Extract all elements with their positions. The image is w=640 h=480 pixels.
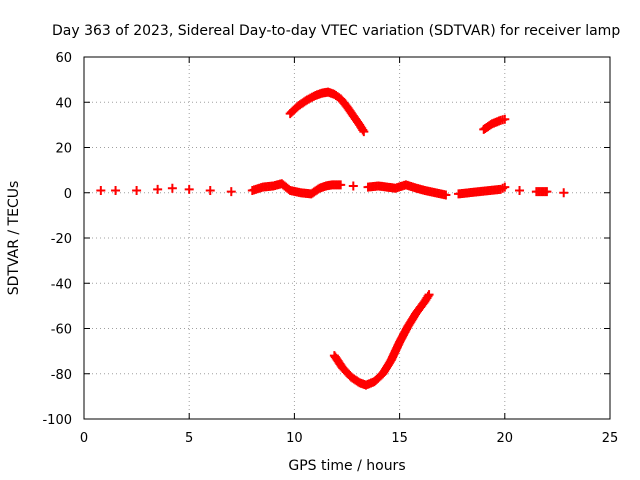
x-axis-label: GPS time / hours — [288, 458, 405, 474]
data-point — [96, 185, 106, 195]
data-point — [167, 183, 177, 193]
series-1 — [285, 87, 369, 137]
series-0 — [96, 179, 569, 200]
y-tick-label: 20 — [55, 142, 72, 157]
y-tick-label: -40 — [51, 277, 72, 292]
data-point — [111, 185, 121, 195]
y-tick-label: -60 — [51, 323, 72, 338]
data-point — [424, 290, 434, 300]
data-point — [423, 291, 433, 301]
x-tick-label: 10 — [286, 431, 303, 446]
data-point — [153, 184, 163, 194]
data-point — [359, 127, 369, 137]
x-tick-label: 25 — [602, 431, 619, 446]
data-point — [348, 181, 358, 191]
data-point — [184, 184, 194, 194]
y-tick-label: 60 — [55, 51, 72, 66]
x-tick-label: 15 — [391, 431, 408, 446]
data-point — [559, 188, 569, 198]
x-tick-label: 0 — [80, 431, 88, 446]
chart-title: Day 363 of 2023, Sidereal Day-to-day VTE… — [52, 23, 620, 39]
data-point — [500, 182, 510, 192]
data-point — [515, 185, 525, 195]
series-3 — [329, 290, 434, 390]
data-point — [226, 187, 236, 197]
y-tick-label: 40 — [55, 96, 72, 111]
y-tick-label: -80 — [51, 368, 72, 383]
data-point — [500, 114, 510, 124]
y-tick-label: 0 — [64, 187, 72, 202]
y-tick-label: -20 — [51, 232, 72, 247]
plot-frame — [83, 56, 611, 420]
x-tick-label: 20 — [497, 431, 514, 446]
data-point — [441, 190, 451, 200]
data-points — [96, 87, 569, 390]
series-2 — [479, 114, 510, 134]
data-point — [336, 180, 346, 190]
y-tick-label: -100 — [42, 413, 72, 428]
data-point — [542, 187, 552, 197]
data-point — [132, 185, 142, 195]
y-axis-label: SDTVAR / TECUs — [6, 181, 22, 296]
x-tick-label: 5 — [185, 431, 193, 446]
data-point — [358, 125, 368, 135]
axis-ticks: -100 -80 -60 -40 -20 0 20 40 60 0 5 10 15 20 25 — [42, 51, 618, 446]
data-point — [205, 185, 215, 195]
